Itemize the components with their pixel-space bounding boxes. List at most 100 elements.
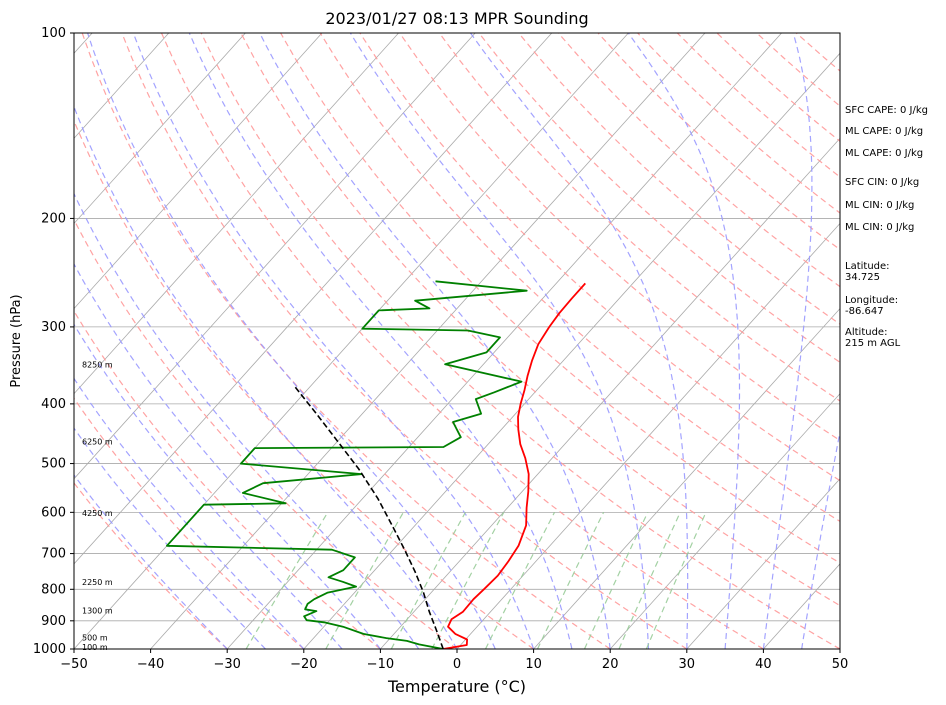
isotherm-line	[609, 393, 840, 649]
moist-adiabat-line	[74, 105, 458, 649]
mixing-ratio-line	[431, 512, 505, 649]
height-label: 6250 m	[82, 437, 113, 446]
moist-adiabat-line	[132, 33, 535, 649]
isotherm-line	[74, 33, 476, 480]
dry-adiabat-line	[478, 33, 840, 364]
isotherm-line	[533, 307, 840, 649]
moist-adiabat-line	[762, 33, 813, 649]
stat-line: ML CAPE: 0 J/kg	[845, 126, 924, 138]
x-tick-label: 0	[453, 657, 461, 672]
height-label: 2250 m	[82, 578, 113, 587]
dry-adiabat-line	[74, 397, 305, 649]
stat-line: ML CIN: 0 J/kg	[845, 200, 915, 212]
series-layer	[166, 280, 586, 649]
dry-adiabat-line	[676, 33, 840, 178]
dewpoint-profile	[166, 280, 528, 649]
parcel-profile	[294, 386, 444, 649]
y-tick-label: 100	[41, 26, 66, 41]
stat-line: Longitude:	[845, 294, 899, 306]
stat-line: -86.647	[845, 306, 884, 318]
y-tick-label: 1000	[33, 642, 66, 657]
x-tick-label: −30	[213, 657, 240, 672]
mixing-ratio-line	[325, 511, 404, 649]
x-tick-label: −10	[367, 657, 394, 672]
x-tick-label: 10	[525, 657, 542, 672]
moist-adiabat-line	[470, 33, 689, 649]
stat-line: Latitude:	[845, 261, 890, 273]
dry-adiabat-line	[74, 119, 534, 649]
y-tick-label: 700	[41, 547, 66, 562]
isotherm-line	[74, 33, 553, 565]
moist-adiabat-line	[74, 474, 228, 649]
isotherm-line	[74, 33, 170, 139]
x-tick-label: 20	[602, 657, 619, 672]
x-tick-label: −20	[290, 657, 317, 672]
mixing-ratio-line	[536, 512, 605, 649]
dry-adiabat-line	[200, 33, 840, 649]
temperature-profile	[443, 282, 586, 649]
dry-adiabat-line	[319, 33, 840, 523]
y-tick-label: 900	[41, 614, 66, 629]
moist-adiabat-line	[87, 33, 496, 649]
y-tick-label: 600	[41, 505, 66, 520]
isotherm-line	[456, 222, 840, 649]
height-label: 100 m	[82, 643, 108, 652]
moist-adiabat-line	[74, 427, 266, 649]
y-axis-label: Pressure (hPa)	[9, 294, 24, 387]
moist-adiabat-line	[188, 33, 573, 649]
moist-adiabat-line	[349, 33, 650, 649]
moist-adiabat-line	[801, 428, 840, 649]
dry-adiabat-line	[74, 482, 228, 649]
isotherm-line	[150, 33, 706, 649]
dry-adiabat-line	[557, 33, 840, 288]
stat-line: Altitude:	[845, 327, 888, 339]
y-tick-label: 500	[41, 457, 66, 472]
height-label: 1300 m	[82, 607, 113, 616]
dry-adiabat-line	[121, 33, 688, 649]
isotherm-line	[226, 33, 782, 649]
moist-adiabat-line	[74, 192, 420, 649]
x-tick-label: −50	[60, 657, 87, 672]
stat-line: SFC CIN: 0 J/kg	[845, 176, 920, 188]
isotherm-line	[303, 52, 840, 649]
mixing-ratio-line	[390, 512, 466, 649]
isotherm-line	[74, 33, 399, 395]
chart-title: 2023/01/27 08:13 MPR Sounding	[325, 9, 588, 28]
mixing-ratio-line	[583, 512, 649, 649]
stat-line: ML CAPE: 0 J/kg	[845, 147, 924, 159]
dry-adiabat-line	[74, 310, 381, 649]
moist-adiabat-line	[259, 33, 611, 649]
height-label: 500 m	[82, 634, 108, 643]
mixing-ratio-line	[484, 512, 556, 649]
stat-line: 34.725	[845, 272, 880, 284]
isotherm-line	[74, 33, 246, 225]
stat-line: 215 m AGL	[845, 338, 901, 350]
y-tick-label: 800	[41, 582, 66, 597]
isotherm-line	[686, 478, 840, 649]
grid-layer	[74, 33, 840, 649]
x-tick-label: 30	[679, 657, 696, 672]
dry-adiabat-line	[74, 218, 458, 649]
dry-adiabat-line	[160, 33, 764, 649]
y-tick-label: 200	[41, 211, 66, 226]
height-label: 4250 m	[82, 509, 113, 518]
dry-adiabat-line	[716, 33, 840, 143]
moist-adiabat-line	[627, 33, 741, 649]
x-axis-label: Temperature (°C)	[387, 677, 526, 696]
mixing-ratio-line	[245, 511, 329, 649]
y-tick-label: 300	[41, 320, 66, 335]
stat-line: SFC CAPE: 0 J/kg	[845, 105, 928, 117]
plot-frame	[73, 32, 841, 650]
dry-adiabat-line	[280, 33, 840, 564]
x-tick-label: −40	[137, 657, 164, 672]
mixing-ratio-line	[618, 512, 681, 649]
isotherm-line	[74, 33, 323, 310]
stat-line: ML CIN: 0 J/kg	[845, 221, 915, 233]
x-tick-label: 40	[755, 657, 772, 672]
dry-adiabat-line	[81, 33, 611, 649]
y-tick-label: 400	[41, 397, 66, 412]
dry-adiabat-line	[240, 33, 840, 607]
